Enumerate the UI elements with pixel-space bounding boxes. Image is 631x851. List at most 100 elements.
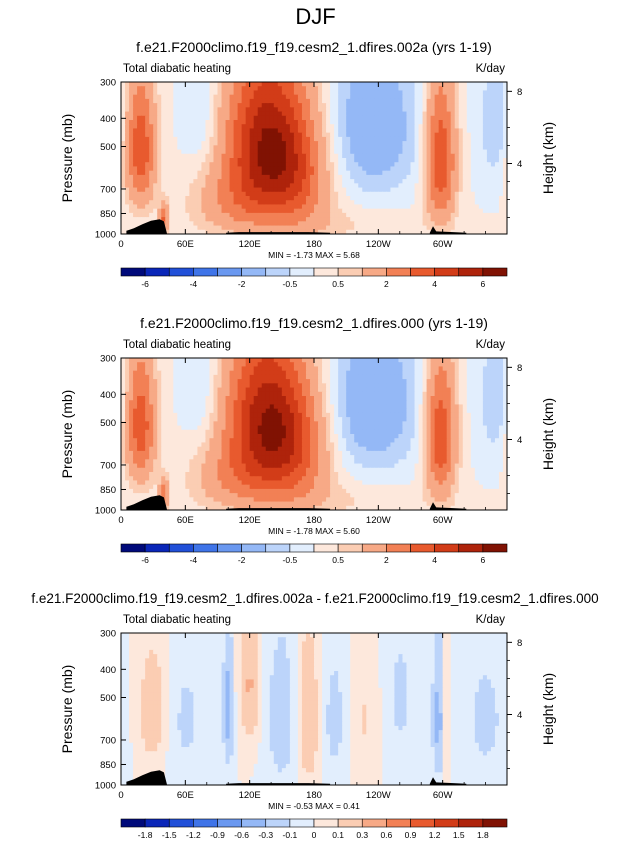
y-axis-label: Pressure (mb): [59, 390, 75, 479]
colorbar-swatch: [434, 267, 460, 277]
colorbar-label: 6: [481, 279, 486, 289]
colorbar-swatch: [361, 818, 387, 828]
colorbar-swatch: [265, 818, 291, 828]
colorbar-swatch: [482, 267, 508, 277]
y-axis-label-right: Height (km): [540, 673, 556, 745]
y-right-tick-label: 8: [517, 363, 522, 374]
y-tick-label: 400: [100, 114, 116, 125]
y-right-tick-label: 4: [517, 159, 522, 170]
colorbar-label: -0.5: [283, 555, 298, 565]
colorbar-label: -0.5: [283, 279, 298, 289]
terrain-mask-3: [429, 226, 467, 234]
colorbar-swatch: [361, 267, 387, 277]
y-tick-label: 850: [100, 209, 116, 220]
colorbar-swatch: [410, 267, 435, 277]
subtitle-left: Total diabatic heating: [123, 614, 231, 626]
colorbar-label: -1.8: [138, 830, 153, 840]
colorbar-swatch: [289, 267, 315, 277]
colorbar-swatch: [289, 818, 315, 828]
colorbar-swatch: [120, 818, 146, 828]
colorbar-swatch: [386, 267, 411, 277]
colorbar-swatch: [386, 818, 411, 828]
chart-panel-2: f.e21.F2000climo.f19_f19.cesm2_1.dfires.…: [59, 315, 556, 565]
y-tick-label: 700: [100, 735, 116, 746]
x-tick-label: 120E: [239, 790, 261, 801]
colorbar: -6 -4 -2 -0.5 0.5 2 4 6: [120, 543, 508, 565]
colorbar-swatch: [217, 818, 242, 828]
colorbar-swatch: [361, 543, 387, 553]
chart-title: f.e21.F2000climo.f19_f19.cesm2_1.dfires.…: [136, 39, 492, 55]
colorbar-swatch: [386, 543, 411, 553]
colorbar-swatch: [144, 818, 170, 828]
colorbar-label: -4: [190, 555, 198, 565]
colorbar-label: 1.5: [453, 830, 465, 840]
colorbar-swatch: [168, 818, 194, 828]
colorbar-swatch: [458, 543, 484, 553]
colorbar-label: 0.1: [332, 830, 344, 840]
y-tick-label: 1000: [95, 230, 116, 241]
colorbar-swatch: [313, 818, 339, 828]
terrain-mask-3: [429, 502, 467, 510]
contour-field: [121, 82, 507, 234]
colorbar-label: 0.6: [380, 830, 392, 840]
contour-field: [121, 633, 507, 785]
x-tick-label: 120W: [366, 790, 391, 801]
colorbar-swatch: [313, 543, 339, 553]
colorbar-label: -2: [238, 279, 246, 289]
x-tick-label: 60W: [433, 515, 453, 526]
colorbar-swatch: [193, 267, 218, 277]
colorbar-label: -6: [141, 279, 149, 289]
subtitle-left: Total diabatic heating: [123, 339, 231, 351]
y-axis-label: Pressure (mb): [59, 114, 75, 203]
colorbar-swatch: [241, 267, 267, 277]
y-axis-label-right: Height (km): [540, 122, 556, 194]
colorbar-swatch: [193, 543, 218, 553]
terrain-mask-3: [429, 777, 467, 785]
colorbar-label: 0: [312, 830, 317, 840]
y-tick-label: 500: [100, 418, 116, 429]
panels: f.e21.F2000climo.f19_f19.cesm2_1.dfires.…: [31, 39, 598, 840]
x-tick-label: 0: [118, 515, 123, 526]
colorbar-label: 2: [384, 279, 389, 289]
y-axis-label: Pressure (mb): [59, 665, 75, 754]
colorbar-swatch: [313, 267, 339, 277]
y-tick-label: 700: [100, 460, 116, 471]
y-tick-label: 1000: [95, 781, 116, 792]
chart-title: f.e21.F2000climo.f19_f19.cesm2_1.dfires.…: [31, 591, 598, 606]
colorbar-swatch: [217, 267, 242, 277]
colorbar-label: 1.2: [429, 830, 441, 840]
colorbar-label: -0.3: [258, 830, 273, 840]
terrain-mask-1: [126, 219, 168, 234]
page-title: DJF: [295, 4, 335, 29]
min-max-text: MIN = -0.53 MAX = 0.41: [268, 801, 360, 811]
y-tick-label: 300: [100, 78, 116, 89]
colorbar-swatch: [410, 818, 435, 828]
y-tick-label: 850: [100, 485, 116, 496]
colorbar-label: 4: [432, 555, 437, 565]
colorbar-label: -0.1: [283, 830, 298, 840]
colorbar-label: -4: [190, 279, 198, 289]
colorbar-swatch: [144, 267, 170, 277]
y-tick-label: 500: [100, 142, 116, 153]
colorbar-label: 4: [432, 279, 437, 289]
colorbar-label: -0.6: [234, 830, 249, 840]
x-tick-label: 180: [306, 239, 322, 250]
colorbar-swatch: [337, 818, 363, 828]
x-tick-label: 60E: [177, 239, 194, 250]
chart-panel-3: f.e21.F2000climo.f19_f19.cesm2_1.dfires.…: [31, 591, 598, 840]
colorbar-swatch: [217, 543, 242, 553]
colorbar-label: -2: [238, 555, 246, 565]
colorbar-label: -0.9: [210, 830, 225, 840]
x-tick-label: 60E: [177, 790, 194, 801]
subtitle-right: K/day: [476, 614, 506, 626]
y-tick-label: 1000: [95, 506, 116, 517]
x-tick-label: 120E: [239, 239, 261, 250]
y-tick-label: 500: [100, 693, 116, 704]
colorbar-swatch: [458, 818, 484, 828]
y-right-tick-label: 8: [517, 87, 522, 98]
colorbar-swatch: [482, 543, 508, 553]
y-right-tick-label: 4: [517, 435, 522, 446]
x-tick-label: 180: [306, 790, 322, 801]
colorbar-swatch: [337, 267, 363, 277]
colorbar-swatch: [193, 818, 218, 828]
